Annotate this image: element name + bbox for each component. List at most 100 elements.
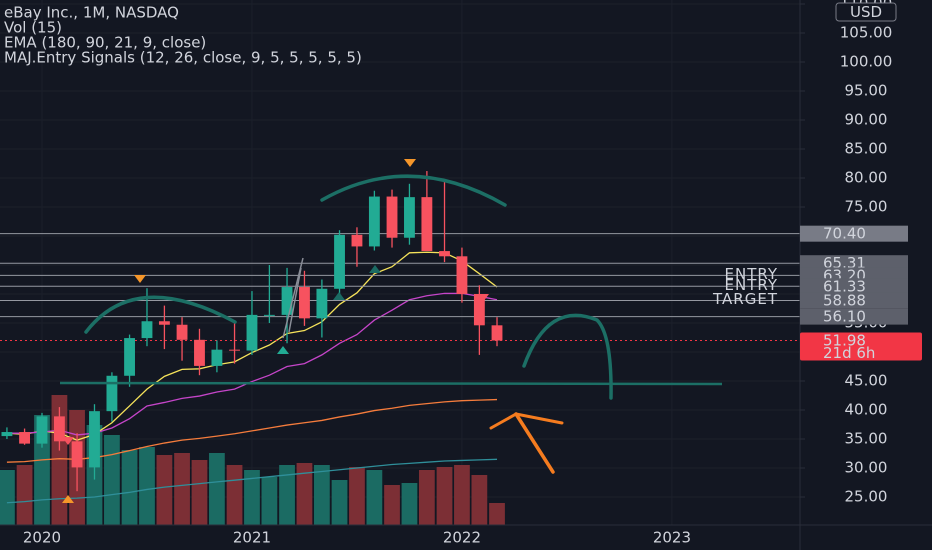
signal-marker: [62, 437, 74, 445]
candle-body: [404, 197, 415, 238]
candle-body: [1, 432, 13, 437]
price-tag-label: 70.40: [823, 225, 866, 243]
volume-bar: [104, 435, 120, 525]
volume-bar: [314, 465, 330, 525]
price-tag: [800, 278, 908, 295]
candle-body: [368, 196, 380, 247]
candle-body: [19, 432, 30, 444]
y-tick-label: 45.00: [845, 371, 888, 389]
candle-body: [281, 287, 293, 315]
x-tick-label: 2023: [653, 529, 691, 547]
candle-body: [194, 339, 205, 366]
y-tick-label: 75.00: [845, 197, 888, 215]
grid: [0, 0, 800, 525]
last-price-tag: [800, 332, 922, 361]
signal-marker: [277, 346, 289, 354]
volume-bar: [401, 483, 418, 525]
volume-bar: [226, 465, 243, 525]
candle-body: [53, 416, 65, 442]
candle-body: [246, 314, 258, 351]
currency: USD: [850, 3, 882, 21]
price-note: TARGET: [712, 290, 778, 308]
candle-body: [421, 197, 433, 252]
y-tick-label: 40.00: [845, 400, 888, 418]
indicator-label: EMA (180, 90, 21, 9, close): [4, 34, 206, 52]
signal-marker: [62, 495, 74, 503]
candle-body: [229, 349, 240, 351]
chart-title: eBay Inc., 1M, NASDAQ: [4, 4, 179, 22]
y-tick-label: 105.00: [840, 24, 893, 42]
drawings: [59, 159, 723, 503]
price-tag: [800, 225, 908, 242]
volume-bar: [191, 460, 208, 525]
candle-body: [473, 293, 485, 326]
price-lines: [0, 233, 800, 342]
countdown: 21d 6h: [823, 344, 875, 362]
signal-marker: [134, 275, 146, 283]
volume-bar: [436, 467, 453, 525]
price-tag-label: 58.88: [823, 291, 866, 309]
arc-drawing: [84, 295, 237, 334]
volume-bar: [121, 450, 138, 525]
currency-box: [835, 2, 897, 22]
volume-bar: [331, 480, 348, 525]
volume-bar: [454, 465, 470, 525]
ema-line: [6, 292, 498, 436]
price-tag: [800, 292, 908, 309]
candle-body: [456, 256, 468, 294]
candle-body: [299, 287, 310, 319]
trend-drawing: [288, 267, 302, 333]
volume-bar: [261, 477, 278, 525]
support-line: [59, 381, 723, 386]
price-note: ENTRY: [725, 276, 779, 294]
price-tags: 70.4065.3163.20ENTRY61.33ENTRY58.88TARGE…: [712, 225, 922, 362]
volume-bar: [384, 485, 400, 525]
candle-body: [439, 251, 450, 257]
candle-body: [158, 321, 170, 325]
indicator-label: MAJ.Entry Signals (12, 26, close, 9, 5, …: [4, 49, 362, 67]
volume-bar: [139, 447, 155, 525]
volume-bar: [471, 475, 488, 525]
candle-body: [106, 375, 118, 412]
price-tag-label: 61.33: [823, 277, 866, 295]
candle-body: [176, 324, 188, 340]
candle-body: [211, 349, 223, 366]
price-tag: [800, 308, 908, 325]
candle-body: [351, 234, 363, 247]
signal-marker: [477, 294, 489, 302]
arrow-head: [514, 412, 564, 425]
y-tick-label: 35.00: [845, 429, 888, 447]
y-tick-label: 25.00: [845, 487, 888, 505]
candle-body: [491, 325, 503, 341]
y-tick-label: 85.00: [845, 139, 888, 157]
volume-bar: [489, 503, 505, 525]
ema-line: [6, 458, 498, 504]
candle-body: [124, 338, 135, 376]
volume-bar: [419, 470, 435, 525]
price-tag: [800, 255, 908, 272]
volume-bar: [156, 455, 173, 525]
ema-line: [6, 398, 498, 463]
candle-body: [334, 234, 345, 289]
last-price-label: 51.98: [823, 332, 866, 350]
arrow-head: [489, 412, 518, 430]
volume-bar: [174, 453, 190, 525]
x-tick-label: 2020: [23, 529, 61, 547]
volume-bar: [349, 467, 365, 525]
x-tick-label: 2021: [233, 529, 271, 547]
y-tick-label: 100.00: [840, 53, 893, 71]
volume-bar: [0, 470, 15, 525]
candle-body: [386, 196, 398, 238]
indicator-label: Vol (15): [4, 19, 62, 37]
volume-bar: [366, 470, 383, 525]
y-tick-label: 30.00: [845, 458, 888, 476]
volume-bar: [209, 453, 225, 525]
price-tag-label: 56.10: [823, 308, 866, 326]
arrow: [514, 412, 555, 474]
y-tick-label: 80.00: [845, 168, 888, 186]
candle-body: [263, 314, 275, 316]
candle-body: [89, 411, 100, 468]
candle-body: [36, 416, 48, 444]
candle-body: [71, 441, 83, 468]
